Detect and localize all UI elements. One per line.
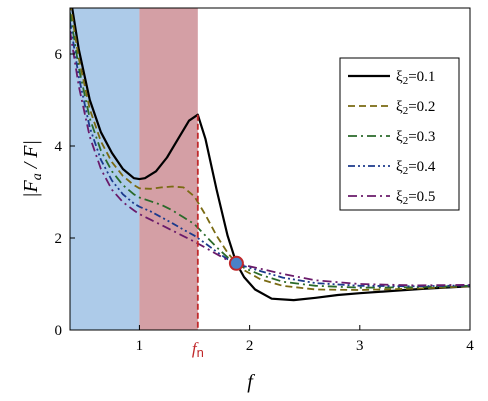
series-line-4 bbox=[70, 21, 470, 288]
x-tick-label: 2 bbox=[246, 338, 254, 354]
y-tick-label: 6 bbox=[55, 47, 63, 63]
legend-label-4: ξ2=0.4 bbox=[396, 159, 436, 177]
shaded-regions bbox=[70, 8, 198, 330]
plot-frame bbox=[69, 7, 471, 331]
x-tick-label: 1 bbox=[136, 338, 144, 354]
legend: ξ2=0.1 ξ2=0.2 ξ2=0.3 ξ2=0.4 ξ2=0.5 bbox=[339, 57, 460, 211]
series-lines bbox=[70, 8, 470, 302]
y-tick-label: 4 bbox=[55, 139, 63, 155]
annotations: fn bbox=[192, 114, 244, 360]
y-axis-title: |Fa / F| bbox=[20, 140, 45, 198]
legend-box bbox=[339, 57, 460, 211]
y-tick-label: 2 bbox=[55, 231, 63, 247]
x-tick-label: 4 bbox=[466, 338, 474, 354]
axes: 1 2 3 4 0 2 4 6 f |Fa / F| bbox=[20, 7, 474, 393]
shaded-region-2 bbox=[139, 8, 198, 330]
intersection-point bbox=[228, 255, 244, 271]
legend-label-2: ξ2=0.2 bbox=[396, 99, 435, 117]
fn-marker-label: fn bbox=[192, 339, 204, 360]
legend-label-5: ξ2=0.5 bbox=[396, 189, 435, 207]
series-line-5 bbox=[70, 30, 470, 287]
y-tick-label: 0 bbox=[55, 323, 63, 339]
series-line-1 bbox=[71, 8, 470, 302]
x-tick-label: 3 bbox=[356, 338, 364, 354]
legend-label-1: ξ2=0.1 bbox=[396, 69, 435, 87]
series-line-2 bbox=[70, 8, 470, 291]
legend-label-3: ξ2=0.3 bbox=[396, 129, 435, 147]
x-axis-title: f bbox=[247, 371, 255, 393]
